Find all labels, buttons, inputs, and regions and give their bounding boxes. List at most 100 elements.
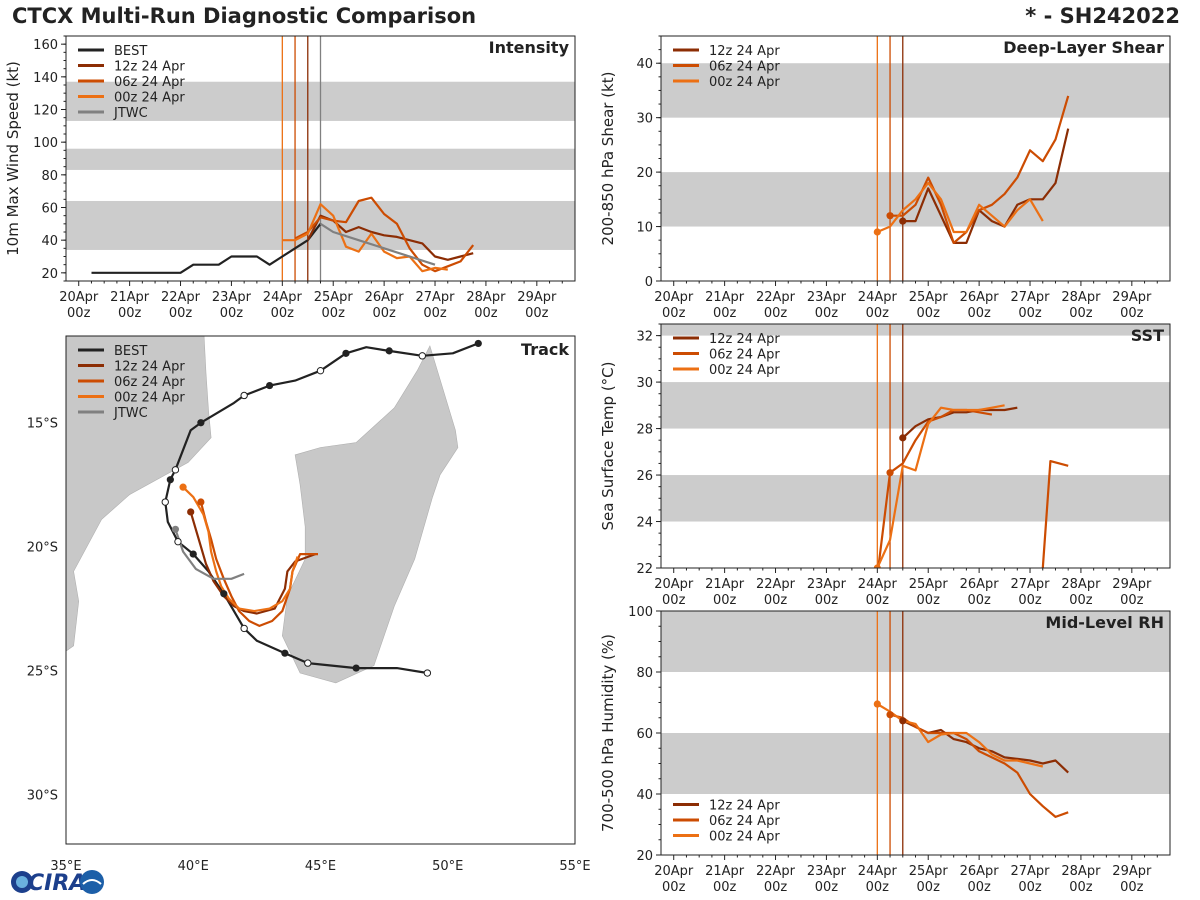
y-tick-label: 100 [33, 136, 58, 151]
shade-band-1 [661, 611, 1170, 672]
legend-label: 06z 24 Apr [709, 60, 780, 75]
panel-track: 35°E 40°E 45°E 50°E 55°E 15°S 20°S 25°S 30°S Trac… [27, 335, 591, 874]
legend-label: 12z 24 Apr [709, 44, 780, 59]
track-point-open-best [240, 624, 248, 633]
x-tick-date: 26Apr [365, 290, 405, 305]
y-tick-label: 80 [636, 666, 653, 681]
x-tick-hour: 00z [220, 306, 244, 321]
logo-globe-inner-icon [16, 876, 28, 888]
x-tick-hour: 00z [372, 306, 396, 321]
x-tick-hour: 00z [1069, 306, 1093, 321]
logo-text: CIRA [28, 871, 86, 896]
shade-band-0 [661, 475, 1170, 522]
y-tick-label: 10 [636, 221, 653, 236]
legend-label: JTWC [113, 406, 148, 421]
legend-label: 12z 24 Apr [114, 60, 185, 75]
x-tick-date: 26Apr [960, 290, 1000, 305]
x-tick-date: 25Apr [909, 864, 949, 879]
y-tick-label: 26 [636, 469, 653, 484]
track-point-open-best [240, 391, 248, 400]
track-line-jtwc [174, 528, 245, 580]
shade-band-1 [661, 63, 1170, 118]
x-tick-hour: 00z [423, 306, 447, 321]
x-tick-date: 22Apr [756, 577, 796, 592]
y-tick-label: 100 [628, 605, 653, 620]
series-line-r12 [902, 128, 1070, 244]
x-tick-date: 28Apr [1061, 577, 1101, 592]
track-point-open-best [418, 352, 426, 360]
x-tick-hour: 00z [917, 880, 941, 895]
plot-frame [65, 335, 576, 845]
y-tick-label: 30 [636, 112, 653, 127]
track-point-open-best [316, 366, 325, 375]
y-axis-label: 10m Max Wind Speed (kt) [4, 61, 22, 256]
x-tick-date: 29Apr [1112, 577, 1152, 592]
y-axis-label: 200-850 hPa Shear (kt) [599, 72, 617, 246]
init-marker-r06 [886, 212, 894, 220]
x-tick-date: 27Apr [416, 290, 456, 305]
y-tick-label: 80 [41, 169, 58, 184]
legend-label: 00z 24 Apr [709, 830, 780, 845]
plot-area [661, 36, 1170, 281]
series-line-r12 [902, 406, 1018, 439]
x-tick-hour: 00z [1069, 880, 1093, 895]
x-tick-date: 22Apr [161, 290, 201, 305]
y-tick-label: 28 [636, 423, 653, 438]
x-tick-date: 23Apr [807, 864, 847, 879]
lat-tick-label: 15°S [27, 417, 58, 432]
x-tick-hour: 00z [67, 306, 91, 321]
plot-area [661, 324, 1170, 568]
lat-tick-label: 25°S [27, 665, 58, 680]
x-tick-date: 28Apr [1061, 864, 1101, 879]
track-point-best [266, 381, 274, 390]
y-tick-label: 20 [636, 166, 653, 181]
lon-tick-label: 55°E [559, 859, 590, 874]
cira-logo: CIRA [11, 870, 104, 896]
panel-title: Mid-Level RH [1045, 613, 1164, 632]
x-tick-hour: 00z [866, 880, 890, 895]
track-point-open-best [423, 669, 432, 677]
y-tick-label: 140 [33, 71, 58, 86]
lon-tick-label: 50°E [432, 859, 463, 874]
x-tick-hour: 00z [967, 593, 991, 608]
x-tick-hour: 00z [169, 306, 193, 321]
init-marker-r12 [899, 434, 907, 442]
x-tick-hour: 00z [815, 593, 839, 608]
track-point-open-best [171, 466, 180, 474]
track-point-r00 [179, 483, 187, 491]
x-tick-hour: 00z [525, 306, 549, 321]
y-tick-label: 40 [636, 788, 653, 803]
logo-seal-icon [80, 870, 104, 894]
x-tick-hour: 00z [967, 880, 991, 895]
y-tick-label: 32 [636, 330, 653, 345]
track-point-best [281, 649, 289, 657]
x-tick-date: 20Apr [59, 290, 99, 305]
init-marker-r00 [873, 564, 881, 568]
x-tick-hour: 00z [815, 880, 839, 895]
logo-seal-wave-icon [82, 879, 102, 885]
legend-label: 06z 24 Apr [114, 75, 185, 90]
shade-band-2 [661, 324, 1170, 336]
legend-label: JTWC [113, 106, 148, 121]
y-axis-label: Sea Surface Temp (°C) [599, 361, 617, 530]
legend-label: 00z 24 Apr [709, 75, 780, 90]
x-tick-hour: 00z [866, 593, 890, 608]
legend-label: BEST [114, 44, 147, 59]
x-tick-hour: 00z [662, 880, 686, 895]
x-tick-date: 24Apr [263, 290, 303, 305]
init-marker-r00 [873, 700, 881, 708]
x-tick-hour: 00z [917, 593, 941, 608]
legend-label: 06z 24 Apr [709, 814, 780, 829]
y-tick-label: 120 [33, 104, 58, 119]
lon-tick-label: 35°E [50, 859, 81, 874]
x-tick-date: 27Apr [1011, 577, 1051, 592]
track-point-best [385, 347, 393, 355]
legend-label: 00z 24 Apr [114, 391, 185, 406]
x-tick-hour: 00z [764, 880, 788, 895]
x-tick-hour: 00z [662, 593, 686, 608]
x-tick-hour: 00z [474, 306, 498, 321]
